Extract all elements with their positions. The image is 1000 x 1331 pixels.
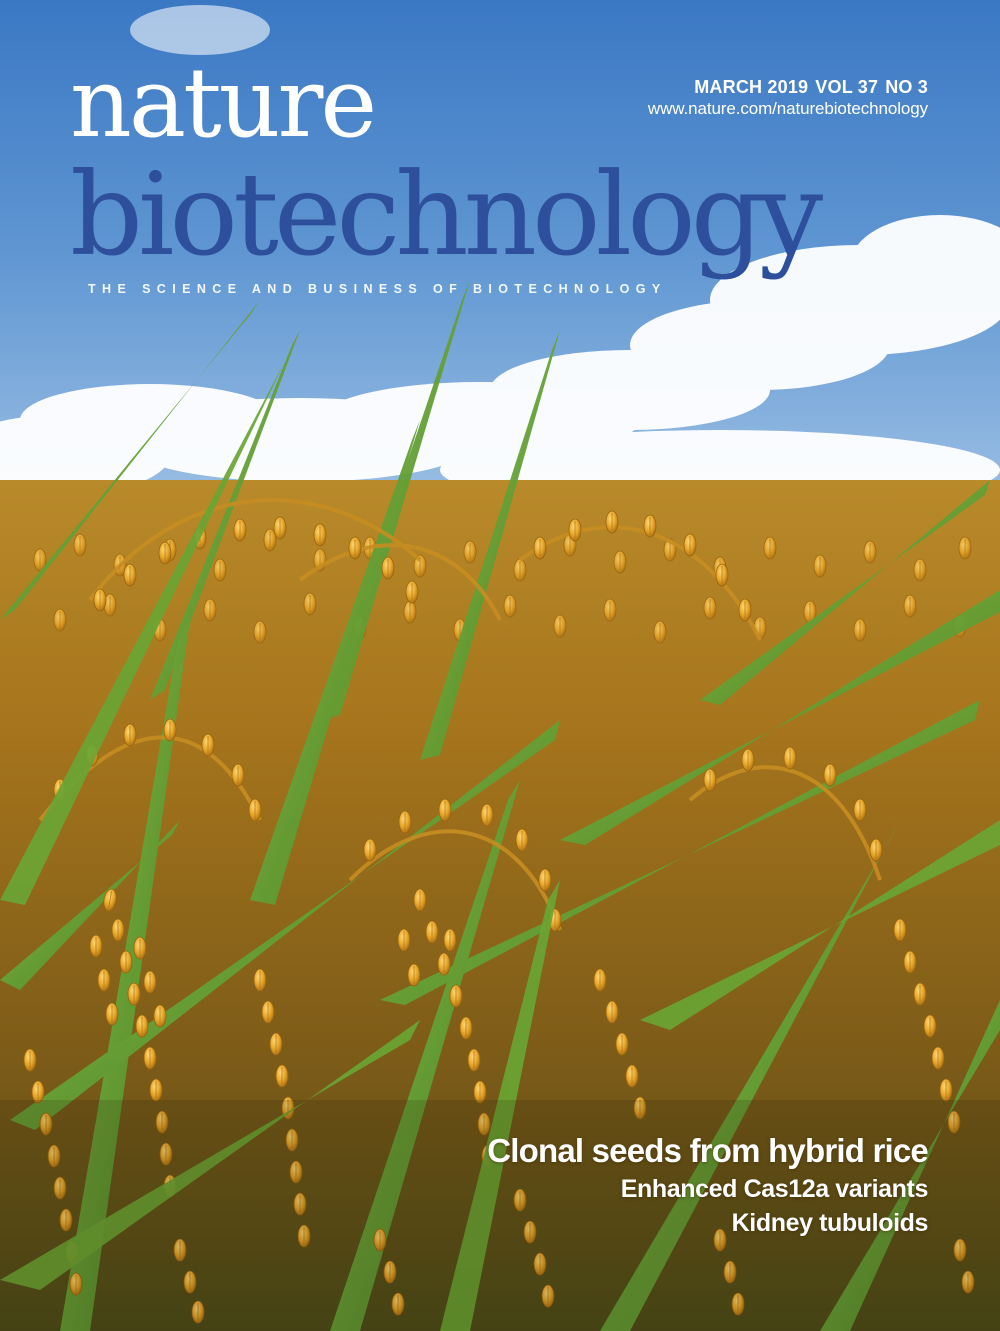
issue-volume: VOL 37 [815,77,879,97]
cover-lines: Clonal seeds from hybrid rice Enhanced C… [487,1130,929,1240]
cover-line-tubuloids: Kidney tubuloids [731,1209,929,1237]
brand-nature: nature [70,47,377,159]
issue-number: NO 3 [885,77,928,97]
tagline: THE SCIENCE AND BUSINESS OF BIOTECHNOLOG… [88,282,667,296]
masthead: nature biotechnology THE SCIENCE AND BUS… [0,0,1000,320]
issue-date: MARCH 2019 [694,77,809,97]
cover-headline: Clonal seeds from hybrid rice [487,1132,929,1169]
issue-info: MARCH 2019 VOL 37 NO 3 www.nature.com/natu… [648,76,928,119]
cover-line-cas12a: Enhanced Cas12a variants [620,1175,929,1203]
brand-journal-name: biotechnology [70,148,823,281]
issue-line: MARCH 2019 VOL 37 NO 3 [648,76,928,98]
journal-url[interactable]: www.nature.com/naturebiotechnology [647,99,928,118]
